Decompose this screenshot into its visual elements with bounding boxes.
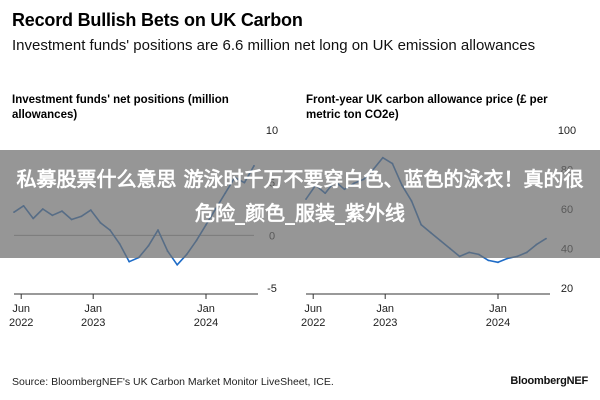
x-tick-label: Jun [304, 303, 322, 315]
overlay-banner [0, 150, 600, 258]
x-tick-label: 2022 [9, 317, 33, 329]
x-tick-label: 2023 [373, 317, 397, 329]
y-tick-label: -5 [267, 283, 277, 295]
x-tick-label: Jan [197, 303, 215, 315]
x-tick-label: 2024 [194, 317, 218, 329]
right-panel-title: Front-year UK carbon allowance price (£ … [306, 94, 548, 121]
x-tick-label: Jan [489, 303, 507, 315]
x-tick-label: 2023 [81, 317, 105, 329]
left-panel-title: Investment funds' net positions (million… [12, 94, 229, 121]
chart-subtitle: Investment funds' positions are 6.6 mill… [12, 37, 536, 54]
x-tick-label: 2022 [301, 317, 325, 329]
x-tick-label: Jan [376, 303, 394, 315]
data-point [176, 263, 179, 266]
data-point [487, 259, 490, 262]
x-tick-label: 2024 [486, 317, 510, 329]
y-tick-label: 20 [561, 283, 573, 295]
x-tick-label: Jun [12, 303, 30, 315]
brand-logo: BloombergNEF [510, 375, 588, 387]
overlay-banner-text: 私募股票什么意思 游泳时千万不要穿白色、蓝色的泳衣！真的很危险_颜色_服装_紫外… [16, 167, 584, 225]
data-point [497, 261, 499, 264]
y-tick-label: 10 [266, 125, 278, 137]
x-tick-label: Jan [84, 303, 102, 315]
y-tick-label: 100 [558, 125, 576, 137]
chart-title: Record Bullish Bets on UK Carbon [12, 10, 303, 30]
data-point [128, 260, 131, 263]
source-note: Source: BloombergNEF's UK Carbon Market … [12, 376, 334, 388]
